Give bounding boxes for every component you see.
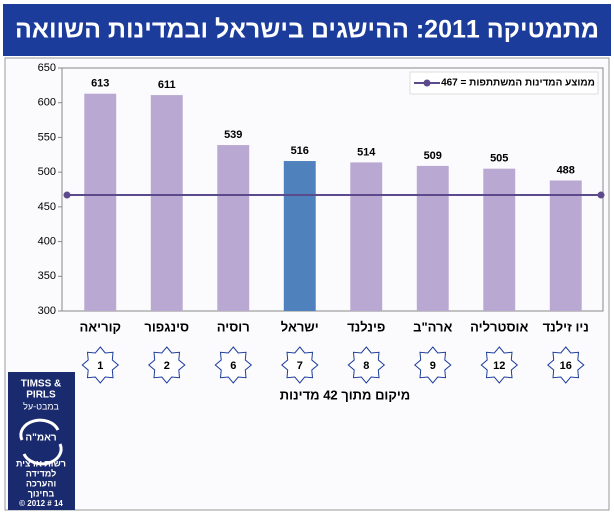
average-marker (63, 191, 71, 199)
bar (84, 93, 117, 311)
bar (483, 168, 516, 311)
y-tick-label: 400 (38, 235, 56, 247)
rank-badge (414, 346, 452, 384)
rank-label: 9 (430, 360, 436, 372)
plot-area (61, 67, 604, 312)
x-tick-label: סינגפור (144, 319, 189, 334)
logo-text: בחינוך (28, 488, 55, 498)
chart-title: מתמטיקה 2011: ההישגים בישראל ובמדינות הש… (15, 16, 599, 44)
value-label: 514 (357, 146, 376, 158)
bar (549, 180, 582, 311)
rank-badge (214, 346, 253, 384)
value-label: 488 (557, 164, 575, 176)
rank-label: 1 (97, 360, 103, 372)
logo-text: למדידה (26, 468, 57, 478)
logo-text: רשות ארצית (16, 458, 66, 468)
rank-label: 16 (560, 360, 572, 372)
bar (283, 161, 316, 311)
logo (8, 372, 75, 510)
y-tick-label: 550 (38, 131, 56, 143)
rank-badge (480, 346, 519, 384)
logo-text: TIMSS & (21, 379, 62, 390)
logo-text: במבט-על (23, 401, 59, 411)
logo-arrows (19, 418, 63, 466)
value-label: 611 (158, 79, 176, 91)
rank-label: 12 (493, 360, 505, 372)
bar (150, 95, 183, 311)
rank-label: 8 (363, 360, 369, 372)
x-tick-label: פינלנד (347, 319, 385, 334)
rank-badge (547, 346, 585, 384)
y-tick-label: 350 (38, 270, 56, 282)
x-tick-label: רוסיה (217, 319, 250, 334)
value-label: 505 (490, 153, 508, 165)
rank-label: 2 (164, 360, 170, 372)
value-label: 613 (91, 78, 109, 90)
x-tick-label: ניו זילנד (543, 319, 589, 334)
y-tick-label: 300 (38, 305, 56, 317)
title-bar (3, 4, 611, 56)
x-tick-label: קוריאה (80, 319, 122, 334)
x-tick-label: ארה"ב (413, 319, 452, 334)
ranks-caption: מיקום מתוך 42 מדינות (280, 387, 410, 402)
legend (409, 71, 599, 95)
value-label: 539 (224, 129, 242, 141)
rank-label: 7 (297, 360, 303, 372)
logo-text: PIRLS (26, 390, 56, 401)
value-label: 516 (291, 145, 309, 157)
rank-badge (148, 346, 186, 384)
y-tick-label: 500 (38, 166, 56, 178)
x-tick-label: אוסטרליה (470, 319, 528, 334)
rank-badge (281, 346, 319, 384)
rank-badge (347, 346, 386, 384)
value-label: 509 (424, 150, 442, 162)
y-tick-label: 600 (38, 97, 56, 109)
bar (416, 165, 449, 311)
bar (217, 145, 250, 311)
x-tick-label: ישראל (281, 319, 319, 334)
rank-label: 6 (230, 360, 236, 372)
y-tick-label: 650 (38, 62, 56, 74)
legend-label: ממוצע המדינות המשתתפות = 467 (441, 78, 595, 89)
logo-footer: © 2012 # 14 (19, 499, 63, 508)
logo-mark: ראמ"ה (25, 433, 56, 444)
logo-text: והערכה (26, 478, 56, 488)
bar (350, 162, 383, 311)
legend-marker (423, 79, 431, 87)
rank-badge (81, 346, 120, 384)
average-marker (597, 191, 605, 199)
y-tick-label: 450 (38, 201, 56, 213)
